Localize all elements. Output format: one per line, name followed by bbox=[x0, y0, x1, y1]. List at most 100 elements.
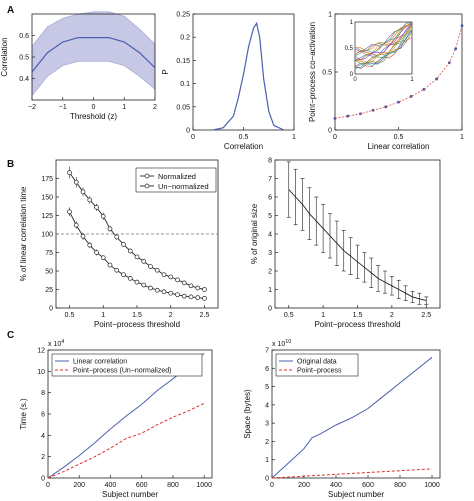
chart-a3-inset-xtick-label: 1 bbox=[410, 77, 414, 83]
chart-c2-legend-box bbox=[275, 353, 359, 377]
chart-a2-ytick-label: 0.05 bbox=[176, 104, 190, 111]
chart-b2-ytick-label: 2 bbox=[268, 269, 272, 276]
chart-b2-xtick-label: 2 bbox=[390, 312, 394, 319]
chart-a2-ytick-label: 0.1 bbox=[180, 81, 190, 88]
chart-b1-ytick-label: 125 bbox=[41, 213, 53, 220]
chart-b1-series-0-marker bbox=[134, 254, 140, 260]
chart-c2-xtick-label: 200 bbox=[298, 482, 310, 489]
chart-a2-xtick-label: 0 bbox=[191, 134, 195, 141]
chart-a3-point bbox=[346, 114, 350, 118]
chart-c1-legend-label: Linear correlation bbox=[73, 359, 127, 366]
chart-c1-ytick-label: 12 bbox=[37, 348, 45, 355]
chart-b1-series-1-marker bbox=[188, 294, 194, 300]
chart-a1-xtick-label: −1 bbox=[59, 104, 67, 111]
chart-a3-inset-trace bbox=[354, 22, 413, 52]
chart-b2-ytick-label: 3 bbox=[268, 250, 272, 257]
chart-b2-ytick-label: 6 bbox=[268, 195, 272, 202]
chart-b1-xlabel: Point−process threshold bbox=[94, 320, 180, 329]
chart-b1-series-1-marker bbox=[100, 255, 106, 261]
chart-b2-ylabel: % of original size bbox=[250, 203, 259, 264]
chart-b2-ytick-label: 0 bbox=[268, 306, 272, 313]
chart-b1-legend-box bbox=[135, 167, 217, 193]
chart-c2-legend-label: Point−process bbox=[297, 368, 342, 375]
chart-b1-ytick-label: 150 bbox=[41, 195, 53, 202]
chart-b1-ytick-label: 25 bbox=[45, 287, 53, 294]
chart-a3-ytick-label: 0.5 bbox=[322, 70, 332, 77]
chart-a2-ylabel: P bbox=[161, 69, 170, 74]
chart-b1-series-0-marker bbox=[141, 259, 147, 264]
chart-c1-legend-box bbox=[51, 353, 203, 377]
chart-b1-series-0-marker bbox=[67, 170, 72, 175]
chart-b1-series-1-marker bbox=[195, 295, 201, 300]
chart-a3-ytick-label: 0 bbox=[328, 128, 332, 135]
chart-b1-xtick-label: 2.5 bbox=[200, 312, 210, 319]
chart-c2-ytick-label: 1 bbox=[265, 457, 269, 464]
chart-a3-inset-trace bbox=[354, 29, 413, 69]
chart-c1-ytick-label: 10 bbox=[37, 369, 45, 376]
chart-a1-xtick-label: 1 bbox=[122, 104, 126, 111]
chart-a1-band bbox=[31, 11, 156, 97]
chart-b2-ytick-label: 7 bbox=[268, 176, 272, 183]
chart-c1-xtick-label: 600 bbox=[136, 482, 148, 489]
chart-b1-series-1-marker bbox=[107, 262, 113, 268]
chart-b1-series-0-marker bbox=[80, 189, 86, 195]
chart-c1-xtick-label: 400 bbox=[105, 482, 117, 489]
chart-b2-ytick-label: 4 bbox=[268, 232, 272, 239]
chart-a1-ylabel: Correlation bbox=[0, 37, 9, 76]
chart-b1-ylabel: % of linear correlation time bbox=[19, 186, 28, 281]
chart-a1-xtick-label: 0 bbox=[92, 104, 96, 111]
chart-b1-series-1-marker bbox=[134, 279, 140, 285]
chart-c1-ytick-label: 4 bbox=[41, 433, 45, 440]
chart-b1-series-0-marker bbox=[202, 287, 207, 292]
chart-b1-series-1-marker bbox=[161, 289, 167, 295]
chart-b1-series-1-marker bbox=[154, 287, 160, 293]
chart-a1-xlabel: Threshold (z) bbox=[70, 112, 117, 121]
chart-b1-series-0-marker bbox=[107, 226, 113, 232]
chart-c2: 0 200 400 600 800 1000 0 1 2 3 4 5 6 7 Subject number S… bbox=[243, 339, 441, 499]
chart-c2-xtick-label: 800 bbox=[394, 482, 406, 489]
chart-c1-exponent: x 104 bbox=[48, 339, 64, 348]
chart-c1-xtick-label: 800 bbox=[167, 482, 179, 489]
chart-c1-xtick-label: 200 bbox=[73, 482, 85, 489]
chart-a3-inset-trace bbox=[354, 22, 412, 57]
chart-a3-xtick-label: 0 bbox=[333, 134, 337, 141]
chart-b1-series-1-marker bbox=[168, 290, 174, 296]
chart-c2-ytick-label: 5 bbox=[265, 384, 269, 391]
chart-b1-series-0-marker bbox=[114, 234, 120, 240]
chart-a3-inset-trace bbox=[354, 30, 413, 69]
chart-b1-series-1-marker bbox=[87, 242, 93, 248]
chart-b1-series-1-marker bbox=[175, 292, 180, 298]
chart-b1-series-0-marker bbox=[175, 277, 180, 283]
chart-b1-xtick-label: 1.5 bbox=[132, 312, 142, 319]
chart-a2-ytick-label: 0.2 bbox=[180, 35, 190, 42]
chart-c1-ytick-label: 6 bbox=[41, 412, 45, 419]
chart-b1-legend-label: Normalized bbox=[158, 172, 196, 181]
chart-b1-series-1-marker bbox=[94, 250, 99, 255]
chart-a2-ytick-label: 0 bbox=[186, 128, 190, 135]
chart-c1-ytick-label: 2 bbox=[41, 454, 45, 461]
chart-a3-fit-line bbox=[334, 25, 463, 119]
chart-a2: 0 0.5 1 0 0.05 0.1 0.15 0.2 0.25 Correlation P bbox=[161, 12, 296, 152]
chart-a3-xtick-label: 0.5 bbox=[394, 134, 404, 141]
chart-b1-series-1-marker bbox=[114, 267, 120, 273]
chart-a3-ylabel: Point−process co−activation bbox=[308, 22, 317, 122]
chart-c1-ytick-label: 8 bbox=[41, 390, 45, 397]
chart-c1-xtick-label: 0 bbox=[46, 482, 50, 489]
chart-b1-series-0-marker bbox=[148, 264, 153, 269]
chart-c2-series-0-line bbox=[271, 356, 433, 479]
chart-c2-ylabel: Space (bytes) bbox=[243, 389, 252, 439]
chart-a3-point bbox=[409, 94, 413, 98]
chart-b1-series-0-marker bbox=[73, 179, 79, 185]
chart-c1-exponent-power: 4 bbox=[61, 339, 64, 345]
chart-b2-xtick-label: 1 bbox=[321, 312, 325, 319]
chart-b2-xtick-label: 0.5 bbox=[284, 312, 294, 319]
chart-b1-series-1-marker bbox=[148, 285, 153, 291]
chart-c2-ytick-label: 7 bbox=[265, 348, 269, 355]
chart-b2-ytick-label: 8 bbox=[268, 158, 272, 165]
chart-a3-inset-trace bbox=[354, 31, 413, 69]
chart-b1-legend-marker bbox=[144, 183, 150, 189]
chart-b1: 0.5 1 1.5 2 2.5 0 25 50 75 100 125 150 175 Point−proc… bbox=[19, 159, 219, 329]
chart-b1-series-0-marker bbox=[127, 248, 133, 254]
chart-b2-axes-frame bbox=[274, 159, 441, 309]
chart-b2-ytick-label: 1 bbox=[268, 287, 272, 294]
